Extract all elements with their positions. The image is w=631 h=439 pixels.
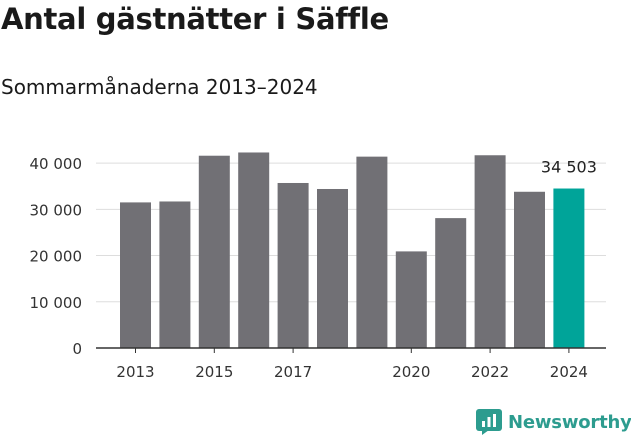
bar-2020 — [395, 251, 427, 348]
y-tick-label: 30 000 — [30, 201, 83, 219]
bar-2024 — [553, 188, 585, 348]
newsworthy-brand: Newsworthy — [476, 408, 631, 436]
bar-2023 — [514, 191, 545, 348]
data-label-highlight: 34 503 — [541, 158, 597, 177]
x-tick-label: 2017 — [274, 363, 312, 381]
x-tick-label: 2024 — [550, 363, 588, 381]
bar-2021 — [435, 218, 467, 348]
y-tick-label: 20 000 — [30, 248, 83, 266]
x-tick-label: 2015 — [195, 363, 233, 381]
chart-title: Antal gästnätter i Säffle — [1, 2, 389, 36]
bar-2019 — [356, 156, 388, 348]
bar-2013 — [120, 202, 151, 348]
bar-2022 — [474, 155, 506, 348]
y-tick-label: 10 000 — [30, 294, 83, 312]
chart-subtitle: Sommarmånaderna 2013–2024 — [1, 75, 318, 99]
x-tick-label: 2022 — [471, 363, 509, 381]
bar-2015 — [198, 155, 230, 348]
newsworthy-logo-icon — [476, 409, 502, 435]
x-tick-label: 2020 — [392, 363, 430, 381]
brand-name: Newsworthy — [508, 411, 631, 433]
y-tick-label: 40 000 — [30, 155, 83, 173]
x-tick-label: 2013 — [116, 363, 154, 381]
bar-2018 — [317, 188, 348, 348]
bar-2014 — [159, 201, 191, 348]
bar-2017 — [277, 182, 309, 348]
bar-2016 — [238, 152, 270, 348]
y-tick-label: 0 — [72, 340, 82, 358]
